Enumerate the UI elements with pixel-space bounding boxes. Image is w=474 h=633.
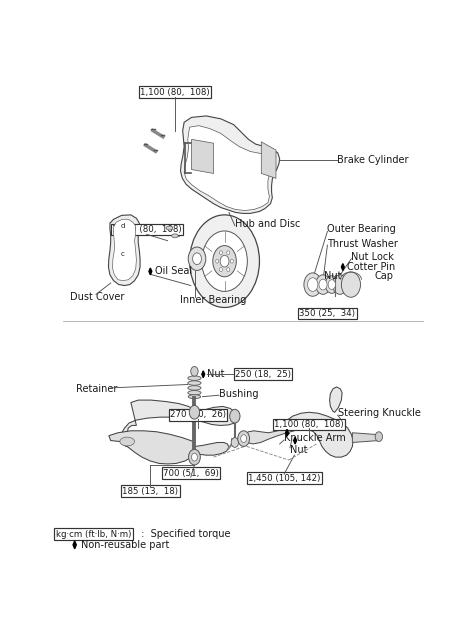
Ellipse shape	[188, 385, 201, 390]
Text: Cotter Pin: Cotter Pin	[346, 262, 395, 272]
Circle shape	[333, 275, 347, 294]
Polygon shape	[184, 126, 273, 211]
Text: Nut Lock: Nut Lock	[351, 253, 394, 262]
Text: 1,450 (105, 142): 1,450 (105, 142)	[248, 473, 320, 482]
Ellipse shape	[120, 437, 135, 446]
Circle shape	[219, 251, 222, 254]
Polygon shape	[109, 431, 229, 464]
Text: Thrust Washer: Thrust Washer	[328, 239, 398, 249]
Text: kg·cm (ft·lb, N·m): kg·cm (ft·lb, N·m)	[56, 530, 131, 539]
Polygon shape	[286, 429, 288, 436]
Text: 270 (20,  26): 270 (20, 26)	[170, 410, 226, 419]
Text: Oil Seal: Oil Seal	[155, 266, 192, 277]
Text: Outer Bearing: Outer Bearing	[328, 225, 396, 234]
Polygon shape	[341, 263, 344, 270]
Polygon shape	[244, 426, 294, 444]
Text: 1,100 (80,  108): 1,100 (80, 108)	[140, 87, 210, 97]
Text: Nut: Nut	[290, 445, 308, 455]
Circle shape	[216, 260, 219, 263]
Polygon shape	[261, 142, 276, 179]
Text: d: d	[120, 223, 125, 229]
Circle shape	[238, 431, 249, 446]
Text: Hub and Disc: Hub and Disc	[235, 218, 300, 229]
Circle shape	[189, 449, 201, 465]
Text: Nut: Nut	[207, 369, 225, 379]
Text: Non-reusable part: Non-reusable part	[82, 540, 170, 550]
Text: 350 (25,  34): 350 (25, 34)	[300, 309, 356, 318]
Polygon shape	[109, 215, 140, 285]
Circle shape	[191, 367, 198, 376]
Ellipse shape	[188, 381, 201, 385]
Circle shape	[192, 253, 201, 265]
Circle shape	[190, 215, 259, 308]
Circle shape	[202, 231, 247, 291]
Circle shape	[230, 410, 240, 423]
Polygon shape	[294, 437, 297, 444]
Text: Knuckle Arm: Knuckle Arm	[284, 433, 346, 443]
Text: 1,100 (80,  108): 1,100 (80, 108)	[274, 420, 344, 429]
Ellipse shape	[188, 376, 201, 380]
Polygon shape	[181, 116, 280, 213]
Text: 700 (51,  69): 700 (51, 69)	[163, 468, 219, 478]
Ellipse shape	[188, 395, 201, 399]
Text: Dust Cover: Dust Cover	[70, 292, 125, 302]
Circle shape	[191, 453, 197, 461]
Text: Nut: Nut	[325, 271, 342, 281]
Polygon shape	[149, 268, 152, 275]
Circle shape	[213, 246, 237, 277]
Circle shape	[375, 432, 383, 442]
Circle shape	[227, 251, 230, 254]
Ellipse shape	[172, 234, 178, 238]
Circle shape	[328, 280, 336, 289]
Polygon shape	[286, 412, 353, 457]
Text: Retainer: Retainer	[76, 384, 117, 394]
Circle shape	[231, 437, 238, 448]
Circle shape	[325, 276, 338, 293]
Text: Bushing: Bushing	[219, 389, 258, 399]
Text: Steering Knuckle: Steering Knuckle	[337, 408, 420, 418]
Circle shape	[304, 273, 321, 296]
Circle shape	[316, 275, 330, 294]
Circle shape	[219, 268, 222, 272]
Text: Cap: Cap	[374, 271, 393, 281]
Text: 185 (13,  18): 185 (13, 18)	[122, 487, 178, 496]
Text: :  Specified torque: : Specified torque	[138, 529, 231, 539]
Circle shape	[341, 272, 360, 298]
Polygon shape	[112, 219, 137, 280]
Polygon shape	[191, 139, 213, 173]
Text: Brake Cylinder: Brake Cylinder	[337, 155, 408, 165]
Circle shape	[308, 278, 318, 291]
Circle shape	[319, 279, 327, 290]
Circle shape	[230, 260, 233, 263]
Ellipse shape	[188, 391, 201, 395]
Polygon shape	[352, 433, 379, 442]
Ellipse shape	[166, 226, 173, 230]
Polygon shape	[73, 541, 76, 549]
Text: 250 (18,  25): 250 (18, 25)	[235, 370, 291, 379]
Circle shape	[188, 247, 206, 270]
Text: c: c	[120, 251, 124, 257]
Circle shape	[227, 268, 230, 272]
Circle shape	[220, 255, 229, 267]
Circle shape	[241, 435, 246, 442]
Text: 1,100 (80,  108): 1,100 (80, 108)	[112, 225, 182, 234]
Polygon shape	[202, 371, 205, 378]
Polygon shape	[329, 387, 342, 412]
Circle shape	[189, 406, 200, 419]
Text: Inner Bearing: Inner Bearing	[181, 295, 247, 305]
Polygon shape	[120, 400, 239, 448]
